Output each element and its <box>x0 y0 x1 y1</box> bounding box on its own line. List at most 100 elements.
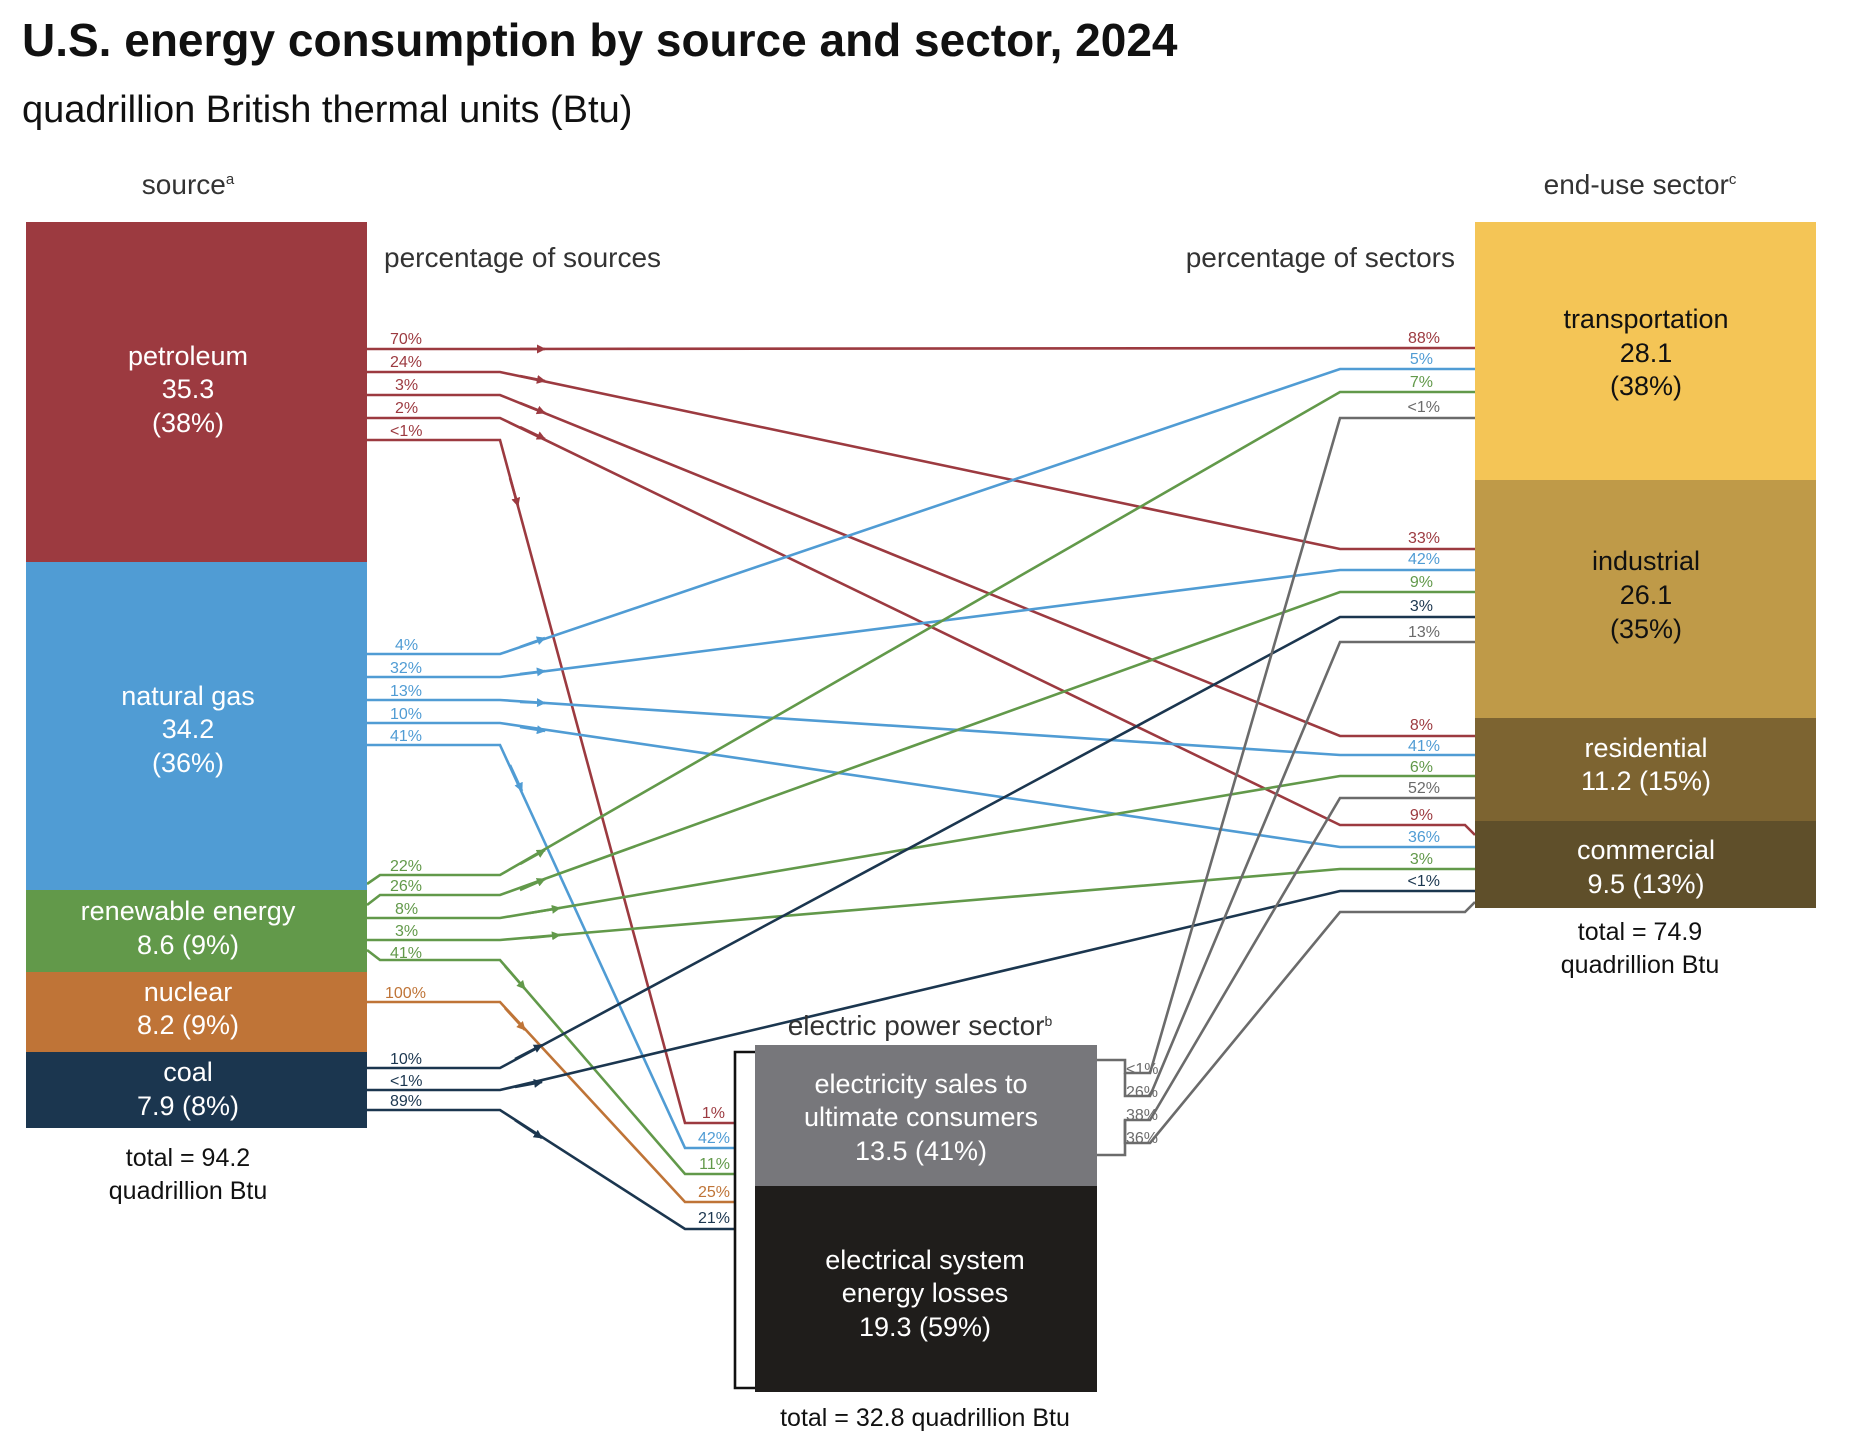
industrial-share: (35%) <box>1610 614 1682 644</box>
pct-dst-commercial-petroleum: 9% <box>1410 807 1433 824</box>
pct-src-petroleum-transportation: 70% <box>390 331 422 348</box>
flow-lines <box>366 346 1476 1390</box>
pct-src-renewable-electric: 41% <box>390 945 422 962</box>
nuclear-value: 8.2 (9%) <box>137 1010 239 1040</box>
coal-value: 7.9 (8%) <box>137 1091 239 1121</box>
flow-renewable-electric <box>366 948 735 1176</box>
flow-petroleum-residential <box>367 393 1475 738</box>
electric-power-total: total = 32.8 quadrillion Btu <box>780 1404 1070 1432</box>
pct-src-gas-electric: 41% <box>390 728 422 745</box>
petroleum-share: (38%) <box>152 408 224 438</box>
sector-box-commercial <box>1475 821 1816 908</box>
page-title: U.S. energy consumption by source and se… <box>22 14 1178 66</box>
pct-src-coal-industrial: 10% <box>390 1051 422 1068</box>
electricity-sales-box <box>755 1045 1097 1186</box>
pct-src-gas-industrial: 32% <box>390 660 422 677</box>
coal-name: coal <box>163 1057 213 1087</box>
pct-src-electricity-residential: 38% <box>1126 1107 1158 1124</box>
pct-dst-electric-petroleum: 1% <box>702 1105 725 1122</box>
pct-dst-industrial-coal: 3% <box>1410 598 1433 615</box>
pct-dst-commercial-gas: 36% <box>1408 829 1440 846</box>
pct-dst-residential-electricity: 52% <box>1408 780 1440 797</box>
arrow-nuclear-electric <box>504 1007 526 1031</box>
arrow-gas-commercial <box>519 725 546 735</box>
flow-gas-residential <box>367 698 1475 757</box>
pct-dst-industrial-renewable: 9% <box>1410 574 1433 591</box>
source-box-nuclear <box>26 972 367 1052</box>
sector-box-residential <box>1475 718 1816 821</box>
percentage-of-sources-label: percentage of sources <box>384 242 661 273</box>
flow-petroleum-transportation <box>367 346 1476 351</box>
pct-dst-residential-renewable: 6% <box>1410 759 1433 776</box>
page-subtitle: quadrillion British thermal units (Btu) <box>22 89 632 131</box>
renewable-name: renewable energy <box>81 896 296 926</box>
energy-losses-box <box>755 1186 1097 1392</box>
arrow-petroleum-commercial <box>519 425 546 441</box>
flow-petroleum-industrial <box>367 370 1475 551</box>
pct-src-electricity-transportation: <1% <box>1126 1061 1158 1078</box>
flow-petroleum-electric <box>367 438 735 1125</box>
sector-box-industrial <box>1475 480 1816 718</box>
sector-box-transportation <box>1475 222 1816 480</box>
commercial-value: 9.5 (13%) <box>1587 869 1704 899</box>
flow-gas-transportation <box>367 367 1475 656</box>
pct-dst-commercial-renewable: 3% <box>1410 851 1433 868</box>
pct-src-gas-commercial: 10% <box>390 706 422 723</box>
electricity-sales-value: 13.5 (41%) <box>855 1136 987 1166</box>
source-box-petroleum <box>26 222 367 562</box>
flow-gas-electric <box>367 743 735 1150</box>
flow-arrowheads <box>504 344 561 1140</box>
petroleum-value: 35.3 <box>162 374 215 404</box>
flow-nuclear-electric <box>367 1000 735 1204</box>
pct-src-petroleum-commercial: 2% <box>395 400 418 417</box>
pct-src-nuclear-electric: 100% <box>385 985 426 1002</box>
arrow-petroleum-residential <box>519 401 546 415</box>
pct-dst-electric-coal: 21% <box>698 1210 730 1227</box>
arrow-petroleum-electric <box>508 477 521 507</box>
flow-coal-electric <box>367 1108 735 1231</box>
arrow-renewable-transportation <box>519 848 546 866</box>
pct-dst-industrial-gas: 42% <box>1408 551 1440 568</box>
flow-gas-industrial <box>367 568 1475 679</box>
arrow-renewable-industrial <box>519 877 546 892</box>
pct-dst-commercial-coal: <1% <box>1408 873 1440 890</box>
sector-column: transportation 28.1 (38%) industrial 26.… <box>1475 222 1816 979</box>
pct-src-renewable-transportation: 22% <box>390 858 422 875</box>
pct-src-electricity-industrial: 26% <box>1126 1084 1158 1101</box>
pct-src-coal-commercial: <1% <box>390 1073 422 1090</box>
transportation-value: 28.1 <box>1620 338 1673 368</box>
natural-gas-name: natural gas <box>121 681 255 711</box>
source-box-coal <box>26 1052 367 1128</box>
source-total-line1: total = 94.2 <box>126 1144 250 1172</box>
pct-dst-residential-gas: 41% <box>1408 738 1440 755</box>
residential-name: residential <box>1584 733 1707 763</box>
flow-electricity-residential <box>1097 796 1475 1157</box>
arrow-petroleum-industrial <box>519 374 546 384</box>
pct-src-renewable-industrial: 26% <box>390 878 422 895</box>
flow-petroleum-commercial <box>367 416 1476 836</box>
flow-coal-industrial <box>367 615 1475 1070</box>
nuclear-name: nuclear <box>144 977 233 1007</box>
pct-dst-industrial-petroleum: 33% <box>1408 530 1440 547</box>
energy-losses-line2: energy losses <box>842 1278 1009 1308</box>
electricity-sales-line1: electricity sales to <box>814 1069 1027 1099</box>
pct-src-petroleum-residential: 3% <box>395 377 418 394</box>
source-header: sourcea <box>142 169 235 200</box>
arrow-renewable-electric <box>504 965 526 990</box>
electric-power-header: electric power sectorb <box>788 1010 1053 1041</box>
sector-total-line1: total = 74.9 <box>1578 918 1702 946</box>
pct-src-gas-transportation: 4% <box>395 637 418 654</box>
industrial-value: 26.1 <box>1620 580 1673 610</box>
natural-gas-value: 34.2 <box>162 714 215 744</box>
arrow-coal-electric <box>514 1118 543 1140</box>
percentage-labels: 70% 24% 3% 2% <1% 4% 32% 13% 10% 41% 22%… <box>385 330 1440 1227</box>
flow-renewable-transportation <box>366 390 1475 886</box>
industrial-name: industrial <box>1592 546 1700 576</box>
arrow-gas-residential <box>519 698 546 708</box>
source-box-natural-gas <box>26 562 367 890</box>
electricity-sales-line2: ultimate consumers <box>804 1102 1038 1132</box>
flow-electricity-industrial <box>1123 640 1475 1098</box>
flow-coal-commercial <box>367 889 1475 1092</box>
pct-src-gas-residential: 13% <box>390 683 422 700</box>
arrow-coal-industrial <box>514 1043 543 1061</box>
